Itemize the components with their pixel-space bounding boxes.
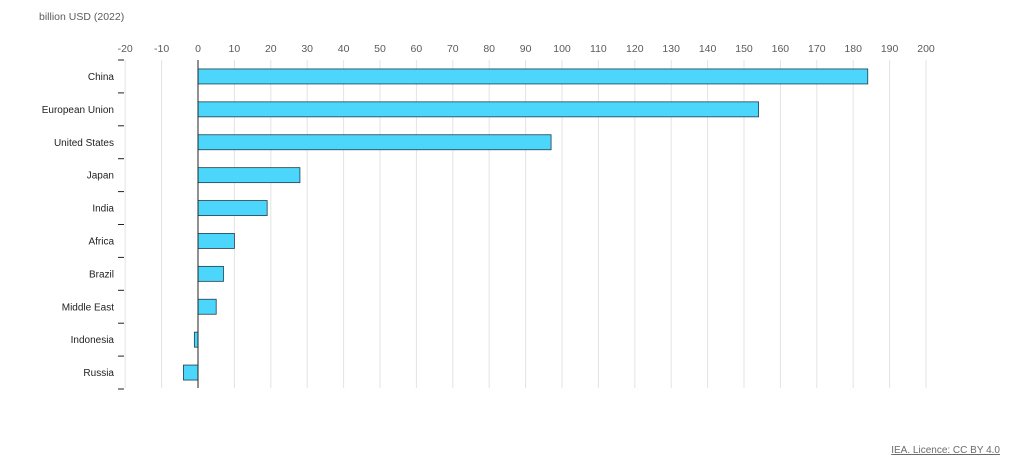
x-tick-label: -10	[154, 43, 169, 55]
x-tick-label: 120	[626, 43, 644, 55]
category-label: United States	[54, 138, 114, 149]
y-axis-categories: China European Union United States Japan Ind…	[42, 72, 115, 379]
x-tick-label: 150	[735, 43, 753, 55]
x-tick-label: 80	[483, 43, 495, 55]
category-label: China	[88, 72, 115, 83]
x-tick-label: 90	[520, 43, 532, 55]
category-label: Middle East	[62, 302, 114, 313]
x-tick-label: 190	[881, 43, 899, 55]
bar-brazil	[197, 265, 224, 282]
bar-africa	[197, 233, 235, 249]
x-tick-label: 40	[338, 43, 350, 55]
x-axis-ticks: -20 -10 0 10 20 30 40 50 60 70 80 90 100 110 120 130 140…	[118, 43, 935, 55]
bar-united-states	[197, 134, 552, 151]
bar-russia	[183, 364, 199, 381]
x-tick-label: 160	[772, 43, 790, 55]
category-label: India	[92, 204, 114, 215]
x-tick-label: 30	[301, 43, 313, 55]
x-tick-label: -20	[118, 43, 133, 55]
x-tick-label: 60	[411, 43, 423, 55]
category-label: Indonesia	[71, 335, 115, 346]
x-tick-label: 70	[447, 43, 459, 55]
x-tick-label: 10	[229, 43, 241, 55]
x-tick-label: 50	[374, 43, 386, 55]
axes	[118, 59, 199, 390]
unit-label: billion USD (2022)	[39, 11, 125, 23]
x-tick-label: 100	[553, 43, 571, 55]
x-tick-label: 110	[590, 43, 607, 55]
x-tick-label: 0	[195, 43, 201, 55]
x-tick-label: 140	[699, 43, 717, 55]
bar-china	[197, 68, 869, 85]
licence-link[interactable]: IEA. Licence: CC BY 4.0	[891, 445, 1000, 456]
category-label: Japan	[87, 171, 114, 182]
bar-japan	[197, 167, 301, 184]
x-tick-label: 20	[265, 43, 277, 55]
bar-india	[197, 200, 268, 216]
bar-middle-east	[197, 298, 217, 315]
category-label: European Union	[42, 105, 114, 116]
x-tick-label: 200	[917, 43, 935, 55]
x-tick-label: 170	[808, 43, 826, 55]
x-tick-label: 180	[844, 43, 862, 55]
x-tick-label: 130	[662, 43, 680, 55]
category-label: Russia	[83, 368, 114, 379]
bar-european-union	[197, 101, 759, 118]
category-label: Brazil	[89, 269, 114, 280]
bars	[183, 68, 869, 381]
bar-indonesia	[193, 331, 199, 348]
category-label: Africa	[88, 236, 114, 247]
